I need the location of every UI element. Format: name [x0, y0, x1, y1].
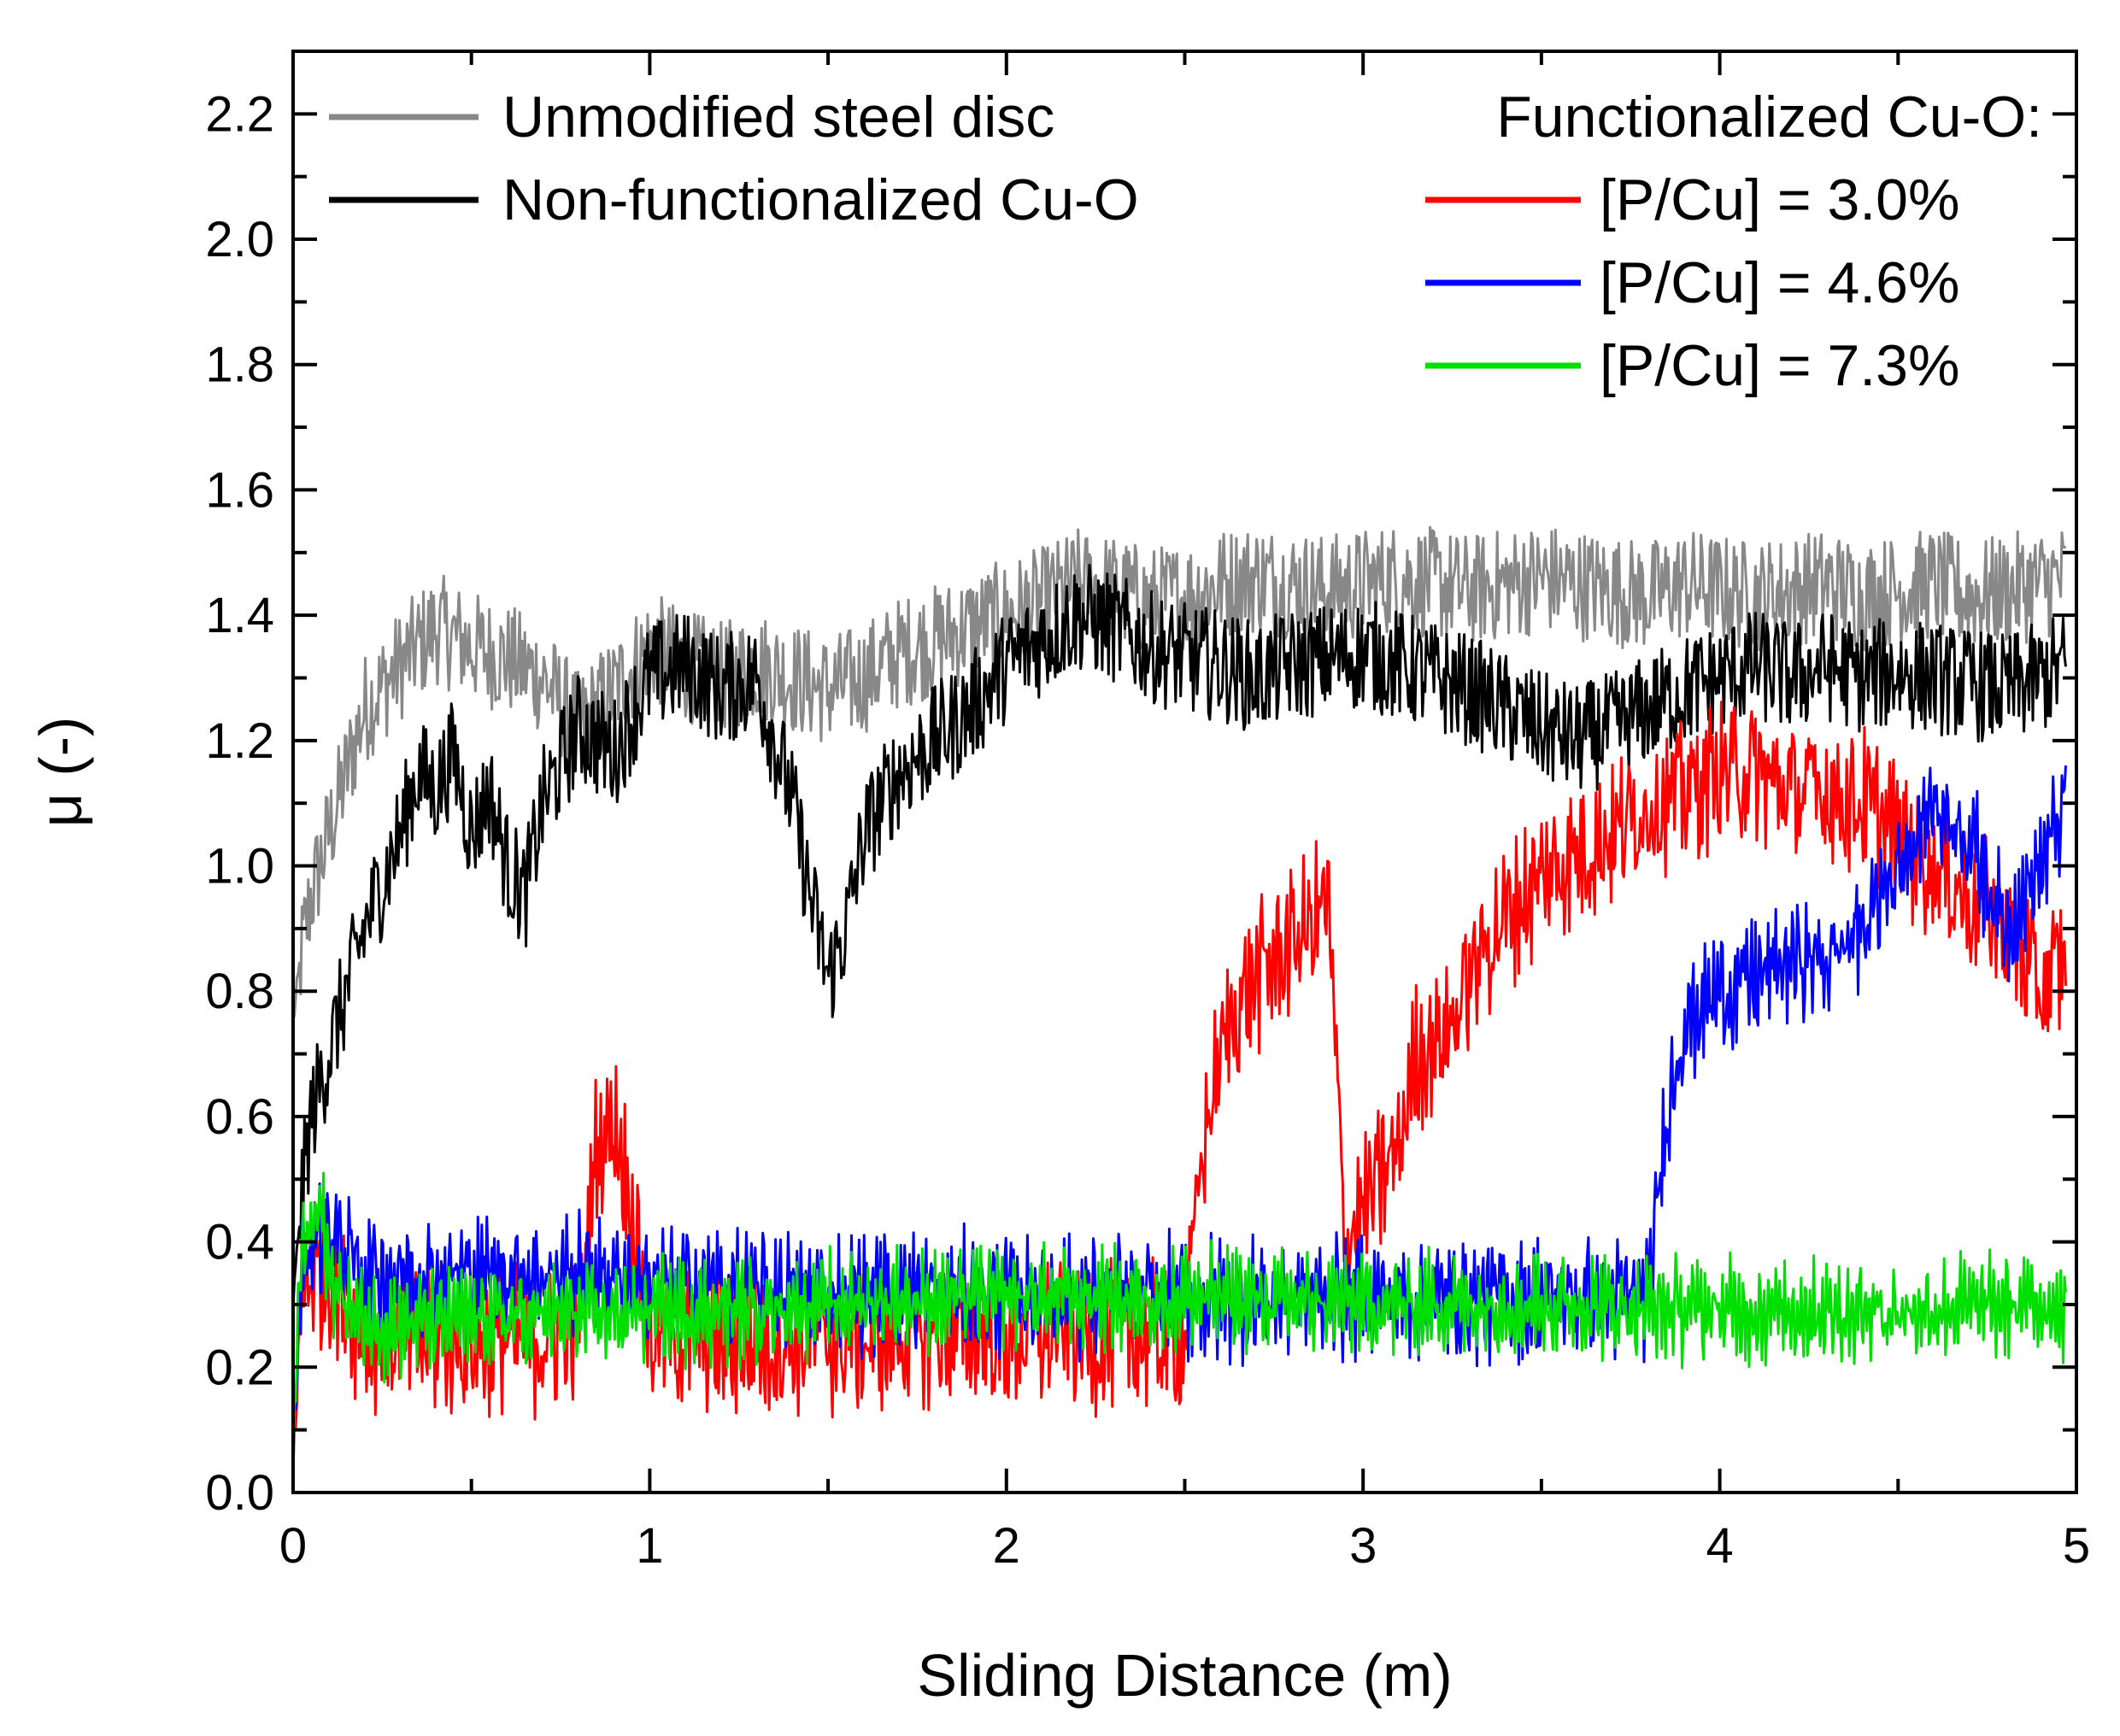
y-tick-label: 0.4: [205, 1215, 274, 1270]
legend-label-unmodified: Unmodified steel disc: [502, 85, 1054, 150]
y-tick-label: 1.8: [205, 337, 274, 393]
y-tick-label: 0.8: [205, 964, 274, 1019]
y-tick-label: 1.6: [205, 462, 274, 518]
y-tick-label: 0.2: [205, 1340, 274, 1395]
legend-label-p-cu-3-0: [P/Cu] = 3.0%: [1600, 167, 1959, 232]
y-tick-label: 1.4: [205, 588, 274, 643]
legend-label-p-cu-4-6: [P/Cu] = 4.6%: [1600, 250, 1959, 315]
legend-label-non-functionalized: Non-functionalized Cu-O: [502, 167, 1139, 232]
legend: Unmodified steel disc Non-functionalized…: [329, 85, 2042, 398]
x-tick-label: 0: [279, 1518, 307, 1574]
x-tick-label: 1: [636, 1518, 663, 1574]
legend-header-functionalized: Functionalized Cu-O:: [1496, 85, 2042, 150]
y-tick-label: 0.6: [205, 1089, 274, 1145]
axis-layer: 0 1 2 3 4 5 0.0 0.2 0.4 0.6 0.8 1.0 1.2 1.4 1.6 1.8 2.0 2…: [205, 51, 2090, 1574]
legend-label-p-cu-7-3: [P/Cu] = 7.3%: [1600, 333, 1959, 398]
x-axis-title: Sliding Distance (m): [917, 1642, 1452, 1709]
x-tick-label: 4: [1706, 1518, 1733, 1574]
series-layer: [291, 525, 2067, 1477]
y-tick-label: 2.2: [205, 86, 274, 142]
x-tick-label: 2: [993, 1518, 1020, 1574]
y-axis-title: μ (-): [27, 717, 94, 828]
plot-frame: [291, 50, 2078, 1494]
series-line-2: [291, 701, 2067, 1477]
series-line-1: [291, 563, 2067, 1310]
x-tick-label: 3: [1349, 1518, 1377, 1574]
series-line-4: [291, 1171, 2067, 1461]
y-tick-label: 1.0: [205, 839, 274, 894]
x-tick-label: 5: [2063, 1518, 2090, 1574]
y-tick-label: 0.0: [205, 1465, 274, 1521]
y-tick-label: 2.0: [205, 212, 274, 267]
y-tick-label: 1.2: [205, 713, 274, 769]
